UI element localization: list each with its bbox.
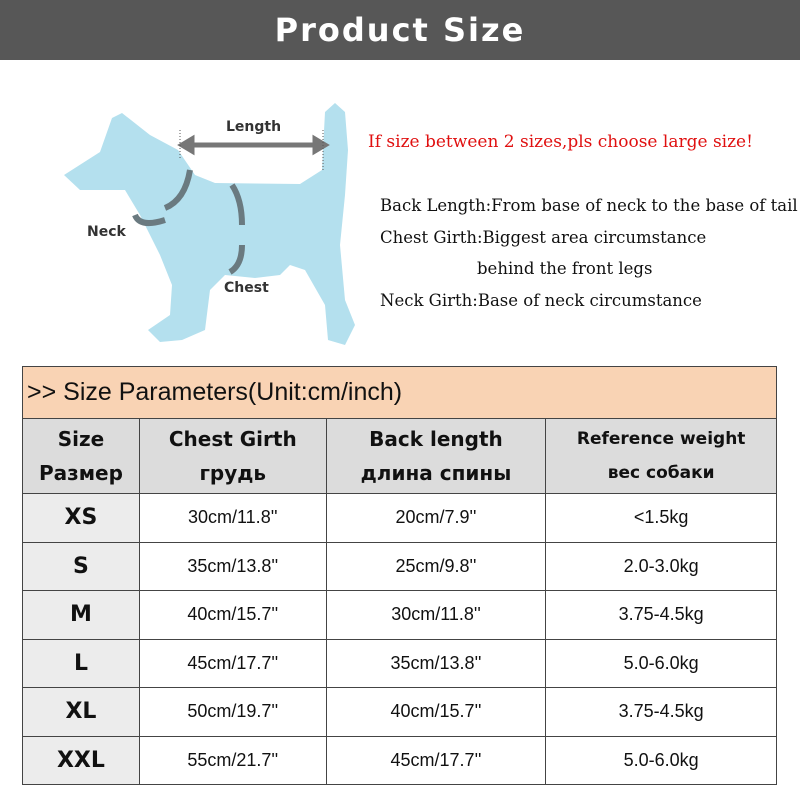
cell-weight: 5.0-6.0kg [545, 638, 777, 688]
cell-chest: 35cm/13.8'' [138, 541, 327, 591]
desc-neck-girth: Neck Girth:Base of neck circumstance [380, 291, 702, 310]
header-chest-girth: Chest Girth грудь [138, 418, 327, 494]
cell-chest: 50cm/19.7'' [138, 687, 327, 737]
table-row: XXL 55cm/21.7'' 45cm/17.7'' 5.0-6.0kg [22, 735, 777, 785]
cell-chest: 40cm/15.7'' [138, 590, 327, 640]
page-title: Product Size [0, 0, 800, 60]
cell-back: 40cm/15.7'' [325, 687, 547, 737]
length-arrow-icon [177, 134, 330, 156]
table-row: M 40cm/15.7'' 30cm/11.8'' 3.75-4.5kg [22, 590, 777, 640]
cell-size: L [22, 638, 140, 688]
table-row: S 35cm/13.8'' 25cm/9.8'' 2.0-3.0kg [22, 541, 777, 591]
cell-size: XL [22, 687, 140, 737]
cell-back: 30cm/11.8'' [325, 590, 547, 640]
cell-size: XS [22, 493, 140, 543]
size-table: >> Size Parameters(Unit:cm/inch) Size Раз… [22, 366, 777, 785]
cell-back: 20cm/7.9'' [325, 493, 547, 543]
table-row: XL 50cm/19.7'' 40cm/15.7'' 3.75-4.5kg [22, 687, 777, 737]
cell-chest: 45cm/17.7'' [138, 638, 327, 688]
cell-back: 35cm/13.8'' [325, 638, 547, 688]
cell-size: XXL [22, 735, 140, 785]
length-label: Length [226, 119, 282, 135]
cell-weight: 2.0-3.0kg [545, 541, 777, 591]
dog-silhouette [64, 103, 355, 345]
size-note: If size between 2 sizes,pls choose large… [368, 132, 753, 152]
header-size: Size Размер [22, 418, 140, 494]
cell-weight: 3.75-4.5kg [545, 590, 777, 640]
cell-back: 45cm/17.7'' [325, 735, 547, 785]
table-caption: >> Size Parameters(Unit:cm/inch) [22, 366, 777, 419]
chest-label: Chest [224, 280, 269, 296]
table-row: XS 30cm/11.8'' 20cm/7.9'' <1.5kg [22, 493, 777, 543]
header-back-length: Back length длина спины [325, 418, 547, 494]
table-row: L 45cm/17.7'' 35cm/13.8'' 5.0-6.0kg [22, 638, 777, 688]
cell-weight: <1.5kg [545, 493, 777, 543]
cell-chest: 55cm/21.7'' [138, 735, 327, 785]
cell-chest: 30cm/11.8'' [138, 493, 327, 543]
desc-chest-girth: Chest Girth:Biggest area circumstance [380, 228, 707, 247]
header-reference-weight: Reference weight вес собаки [545, 418, 777, 494]
cell-back: 25cm/9.8'' [325, 541, 547, 591]
neck-arrow-icon [132, 169, 193, 227]
desc-chest-girth-2: behind the front legs [477, 259, 653, 278]
chest-arrow-icon [228, 183, 245, 275]
cell-weight: 5.0-6.0kg [545, 735, 777, 785]
desc-back-length: Back Length:From base of neck to the bas… [380, 196, 798, 215]
neck-label: Neck [87, 224, 126, 240]
dog-measurement-illustration [64, 103, 355, 345]
table-header-row: Size Размер Chest Girth грудь Back length д… [22, 418, 777, 494]
cell-weight: 3.75-4.5kg [545, 687, 777, 737]
cell-size: M [22, 590, 140, 640]
cell-size: S [22, 541, 140, 591]
